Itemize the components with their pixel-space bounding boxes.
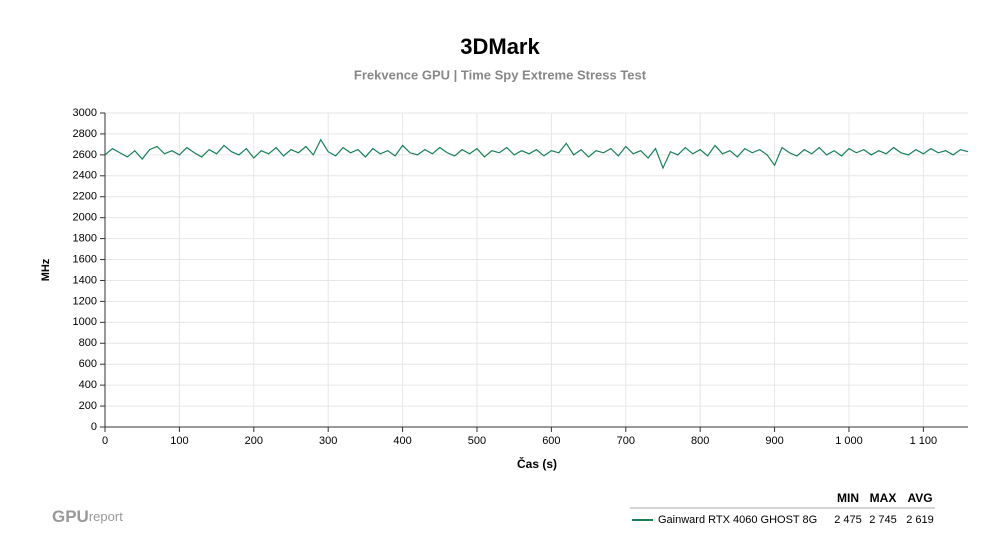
summary-header: MIN	[837, 491, 859, 505]
summary-value: 2 619	[906, 514, 934, 526]
x-tick-label: 200	[245, 435, 263, 447]
y-tick-label: 400	[79, 379, 97, 391]
x-tick-label: 900	[765, 435, 783, 447]
line-series	[104, 138, 969, 170]
x-tick-label: 300	[319, 435, 337, 447]
y-tick-label: 1800	[73, 233, 97, 245]
y-tick-label: 1400	[73, 274, 97, 286]
x-tick-label: 600	[542, 435, 560, 447]
y-tick-label: 2800	[73, 128, 97, 140]
logo-bold: GPU	[52, 507, 89, 526]
y-tick-label: 1200	[73, 295, 97, 307]
y-tick-label: 2000	[73, 212, 97, 224]
legend-label: Gainward RTX 4060 GHOST 8G	[658, 514, 817, 526]
x-tick-label: 800	[691, 435, 709, 447]
x-tick-label: 0	[102, 435, 108, 447]
y-tick-label: 3000	[73, 107, 97, 119]
y-tick-label: 0	[91, 421, 97, 433]
y-axis-label: MHz	[40, 258, 52, 281]
x-tick-label: 1 100	[910, 435, 938, 447]
x-tick-label: 500	[468, 435, 486, 447]
y-tick-label: 2400	[73, 170, 97, 182]
y-tick-label: 2600	[73, 149, 97, 161]
x-tick-label: 100	[170, 435, 188, 447]
x-tick-label: 400	[393, 435, 411, 447]
y-tick-label: 600	[79, 358, 97, 370]
y-tick-label: 800	[79, 337, 97, 349]
summary-value: 2 745	[869, 514, 897, 526]
x-tick-label: 1 000	[835, 435, 863, 447]
y-tick-label: 2200	[73, 191, 97, 203]
logo-light: report	[89, 509, 123, 524]
summary-header: MAX	[870, 491, 897, 505]
x-tick-label: 700	[617, 435, 635, 447]
x-axis-label: Čas (s)	[517, 456, 557, 471]
chart-subtitle: Frekvence GPU | Time Spy Extreme Stress …	[354, 67, 647, 82]
y-tick-label: 1000	[73, 316, 97, 328]
summary-header: AVG	[907, 491, 932, 505]
summary-value: 2 475	[834, 514, 862, 526]
y-tick-label: 1600	[73, 253, 97, 265]
y-tick-label: 200	[79, 400, 97, 412]
logo: GPUreport	[52, 507, 123, 526]
chart-title: 3DMark	[460, 34, 540, 59]
